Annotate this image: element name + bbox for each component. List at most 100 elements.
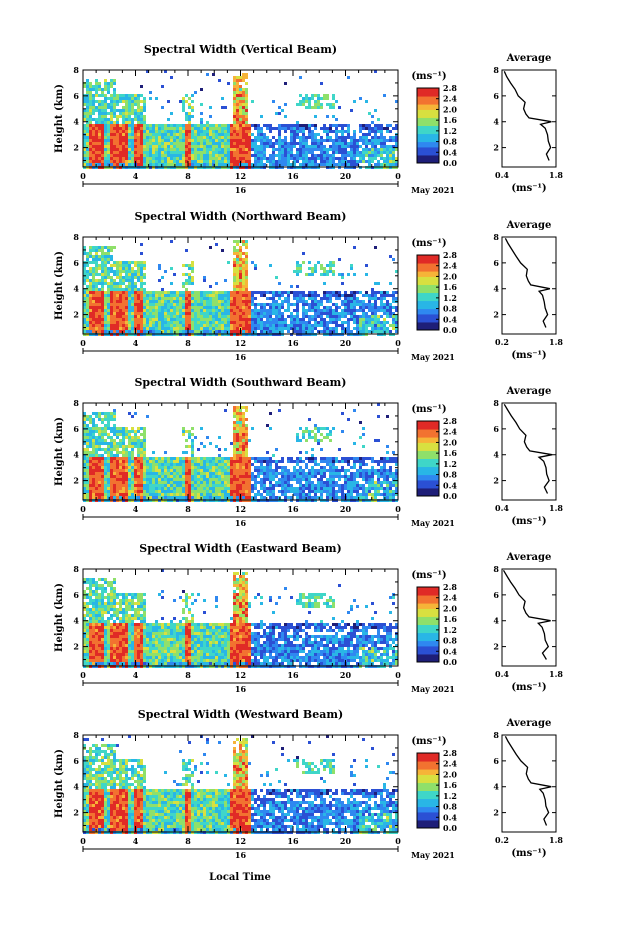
heatmap-cell (203, 469, 206, 472)
heatmap-cell (131, 139, 134, 142)
heatmap-cell (152, 145, 155, 148)
heatmap-cell (266, 136, 269, 139)
heatmap-cell (254, 303, 257, 306)
heatmap-cell (377, 127, 380, 130)
heatmap-cell (89, 318, 92, 321)
heatmap-cell (98, 433, 101, 436)
heatmap-cell (383, 297, 386, 300)
heatmap-cell (215, 139, 218, 142)
heatmap-cell (221, 97, 224, 100)
heatmap-cell (239, 97, 242, 100)
heatmap-cell (236, 261, 239, 264)
heatmap-cell (347, 318, 350, 321)
heatmap-cell (188, 300, 191, 303)
heatmap-cell (287, 324, 290, 327)
heatmap-cell (137, 469, 140, 472)
heatmap-cell (194, 130, 197, 133)
heatmap-cell (263, 157, 266, 160)
heatmap-cell (107, 285, 110, 288)
heatmap-cell (179, 124, 182, 127)
heatmap-cell (308, 306, 311, 309)
heatmap-cell (221, 466, 224, 469)
panel-title: Spectral Width (Vertical Beam) (144, 43, 337, 56)
heatmap-cell (155, 127, 158, 130)
heatmap-cell (89, 469, 92, 472)
heatmap-cell (302, 157, 305, 160)
heatmap-cell (89, 94, 92, 97)
heatmap-cell (281, 148, 284, 151)
heatmap-cell (230, 124, 233, 127)
heatmap-cell (146, 303, 149, 306)
heatmap-cell (206, 469, 209, 472)
heatmap-cell (233, 267, 236, 270)
heatmap-cell (164, 487, 167, 490)
heatmap-cell (125, 127, 128, 130)
heatmap-cell (107, 246, 110, 249)
heatmap-cell (215, 294, 218, 297)
heatmap-cell (218, 496, 221, 499)
heatmap-cell (155, 496, 158, 499)
heatmap-cell (143, 267, 146, 270)
heatmap-cell (92, 109, 95, 112)
heatmap-cell (110, 124, 113, 127)
heatmap-cell (356, 291, 359, 294)
heatmap-cell (104, 457, 107, 460)
heatmap-cell (104, 306, 107, 309)
heatmap-cell (242, 73, 245, 76)
heatmap-cell (149, 463, 152, 466)
heatmap-cell (143, 309, 146, 312)
heatmap-cell (239, 136, 242, 139)
heatmap-cell (110, 309, 113, 312)
heatmap-cell (140, 297, 143, 300)
heatmap-cell (311, 324, 314, 327)
heatmap-cell (104, 412, 107, 415)
heatmap-cell (140, 252, 143, 255)
heatmap-cell (353, 312, 356, 315)
heatmap-cell (215, 490, 218, 493)
heatmap-cell (104, 157, 107, 160)
heatmap-cell (287, 142, 290, 145)
heatmap-cell (191, 127, 194, 130)
heatmap-cell (152, 300, 155, 303)
heatmap-cell (326, 273, 329, 276)
heatmap-cell (173, 472, 176, 475)
heatmap-cell (125, 136, 128, 139)
heatmap-cell (134, 112, 137, 115)
heatmap-cell (203, 148, 206, 151)
heatmap-cell (266, 303, 269, 306)
heatmap-cell (137, 487, 140, 490)
heatmap-cell (167, 291, 170, 294)
heatmap-cell (305, 324, 308, 327)
heatmap-cell (278, 291, 281, 294)
heatmap-cell (182, 294, 185, 297)
heatmap-cell (335, 130, 338, 133)
heatmap-cell (95, 487, 98, 490)
heatmap-cell (338, 273, 341, 276)
heatmap-cell (368, 133, 371, 136)
heatmap-cell (350, 267, 353, 270)
heatmap-cell (245, 291, 248, 294)
heatmap-cell (281, 324, 284, 327)
heatmap-cell (347, 306, 350, 309)
heatmap-cell (197, 291, 200, 294)
heatmap-cell (338, 151, 341, 154)
heatmap-cell (119, 273, 122, 276)
heatmap-cell (209, 124, 212, 127)
heatmap-cell (137, 145, 140, 148)
heatmap-cell (197, 303, 200, 306)
heatmap-cell (101, 466, 104, 469)
heatmap-cell (110, 157, 113, 160)
heatmap-cell (116, 285, 119, 288)
heatmap-cell (170, 294, 173, 297)
heatmap-cell (95, 493, 98, 496)
heatmap-cell (167, 154, 170, 157)
heatmap-cell (206, 309, 209, 312)
heatmap-cell (125, 112, 128, 115)
heatmap-cell (230, 306, 233, 309)
heatmap-cell (356, 315, 359, 318)
heatmap-cell (362, 300, 365, 303)
heatmap-cell (182, 466, 185, 469)
heatmap-cell (176, 160, 179, 163)
heatmap-cell (206, 157, 209, 160)
heatmap-cell (305, 97, 308, 100)
